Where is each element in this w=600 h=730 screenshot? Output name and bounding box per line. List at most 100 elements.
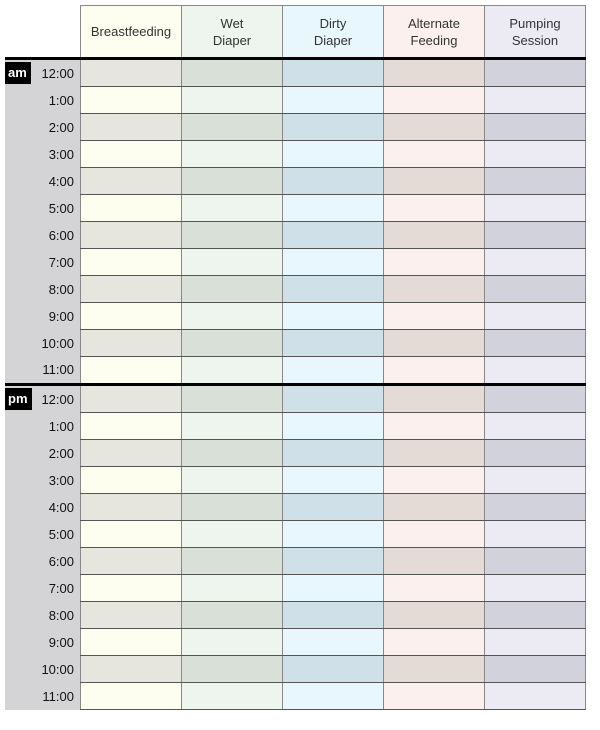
log-cell[interactable]	[282, 547, 384, 575]
log-cell[interactable]	[282, 412, 384, 440]
log-cell[interactable]	[181, 601, 283, 629]
log-cell[interactable]	[484, 86, 586, 114]
log-cell[interactable]	[282, 439, 384, 467]
log-cell[interactable]	[80, 628, 182, 656]
log-cell[interactable]	[282, 356, 384, 385]
log-cell[interactable]	[181, 302, 283, 330]
log-cell[interactable]	[181, 466, 283, 494]
log-cell[interactable]	[383, 655, 485, 683]
log-cell[interactable]	[383, 466, 485, 494]
log-cell[interactable]	[181, 167, 283, 195]
log-cell[interactable]	[383, 86, 485, 114]
log-cell[interactable]	[80, 275, 182, 303]
log-cell[interactable]	[80, 57, 182, 87]
log-cell[interactable]	[80, 439, 182, 467]
log-cell[interactable]	[383, 601, 485, 629]
log-cell[interactable]	[80, 167, 182, 195]
log-cell[interactable]	[484, 574, 586, 602]
log-cell[interactable]	[383, 275, 485, 303]
log-cell[interactable]	[484, 466, 586, 494]
log-cell[interactable]	[181, 86, 283, 114]
log-cell[interactable]	[484, 167, 586, 195]
log-cell[interactable]	[80, 248, 182, 276]
log-cell[interactable]	[383, 574, 485, 602]
log-cell[interactable]	[181, 412, 283, 440]
log-cell[interactable]	[80, 520, 182, 548]
log-cell[interactable]	[484, 248, 586, 276]
log-cell[interactable]	[181, 520, 283, 548]
log-cell[interactable]	[383, 302, 485, 330]
log-cell[interactable]	[484, 439, 586, 467]
log-cell[interactable]	[181, 547, 283, 575]
log-cell[interactable]	[282, 682, 384, 710]
log-cell[interactable]	[383, 329, 485, 357]
log-cell[interactable]	[484, 113, 586, 141]
log-cell[interactable]	[484, 682, 586, 710]
log-cell[interactable]	[282, 383, 384, 413]
log-cell[interactable]	[484, 221, 586, 249]
log-cell[interactable]	[80, 86, 182, 114]
log-cell[interactable]	[383, 439, 485, 467]
log-cell[interactable]	[181, 356, 283, 385]
log-cell[interactable]	[484, 412, 586, 440]
log-cell[interactable]	[484, 302, 586, 330]
log-cell[interactable]	[383, 628, 485, 656]
log-cell[interactable]	[383, 383, 485, 413]
log-cell[interactable]	[181, 221, 283, 249]
log-cell[interactable]	[282, 574, 384, 602]
log-cell[interactable]	[80, 113, 182, 141]
log-cell[interactable]	[80, 682, 182, 710]
log-cell[interactable]	[181, 140, 283, 168]
log-cell[interactable]	[383, 356, 485, 385]
log-cell[interactable]	[282, 329, 384, 357]
log-cell[interactable]	[484, 547, 586, 575]
log-cell[interactable]	[282, 520, 384, 548]
log-cell[interactable]	[181, 113, 283, 141]
log-cell[interactable]	[383, 167, 485, 195]
log-cell[interactable]	[181, 628, 283, 656]
log-cell[interactable]	[383, 412, 485, 440]
log-cell[interactable]	[484, 493, 586, 521]
log-cell[interactable]	[80, 383, 182, 413]
log-cell[interactable]	[282, 302, 384, 330]
log-cell[interactable]	[181, 275, 283, 303]
log-cell[interactable]	[80, 194, 182, 222]
log-cell[interactable]	[80, 329, 182, 357]
log-cell[interactable]	[181, 57, 283, 87]
log-cell[interactable]	[181, 194, 283, 222]
log-cell[interactable]	[484, 194, 586, 222]
log-cell[interactable]	[80, 140, 182, 168]
log-cell[interactable]	[383, 493, 485, 521]
log-cell[interactable]	[282, 167, 384, 195]
log-cell[interactable]	[80, 221, 182, 249]
log-cell[interactable]	[80, 412, 182, 440]
log-cell[interactable]	[181, 383, 283, 413]
log-cell[interactable]	[383, 520, 485, 548]
log-cell[interactable]	[181, 329, 283, 357]
log-cell[interactable]	[80, 547, 182, 575]
log-cell[interactable]	[282, 628, 384, 656]
log-cell[interactable]	[181, 439, 283, 467]
log-cell[interactable]	[383, 221, 485, 249]
log-cell[interactable]	[80, 356, 182, 385]
log-cell[interactable]	[383, 113, 485, 141]
log-cell[interactable]	[484, 655, 586, 683]
log-cell[interactable]	[484, 383, 586, 413]
log-cell[interactable]	[383, 57, 485, 87]
log-cell[interactable]	[383, 248, 485, 276]
log-cell[interactable]	[282, 57, 384, 87]
log-cell[interactable]	[282, 113, 384, 141]
log-cell[interactable]	[484, 57, 586, 87]
log-cell[interactable]	[282, 248, 384, 276]
log-cell[interactable]	[80, 466, 182, 494]
log-cell[interactable]	[484, 275, 586, 303]
log-cell[interactable]	[181, 493, 283, 521]
log-cell[interactable]	[80, 493, 182, 521]
log-cell[interactable]	[181, 682, 283, 710]
log-cell[interactable]	[484, 140, 586, 168]
log-cell[interactable]	[282, 221, 384, 249]
log-cell[interactable]	[282, 86, 384, 114]
log-cell[interactable]	[383, 547, 485, 575]
log-cell[interactable]	[80, 302, 182, 330]
log-cell[interactable]	[80, 574, 182, 602]
